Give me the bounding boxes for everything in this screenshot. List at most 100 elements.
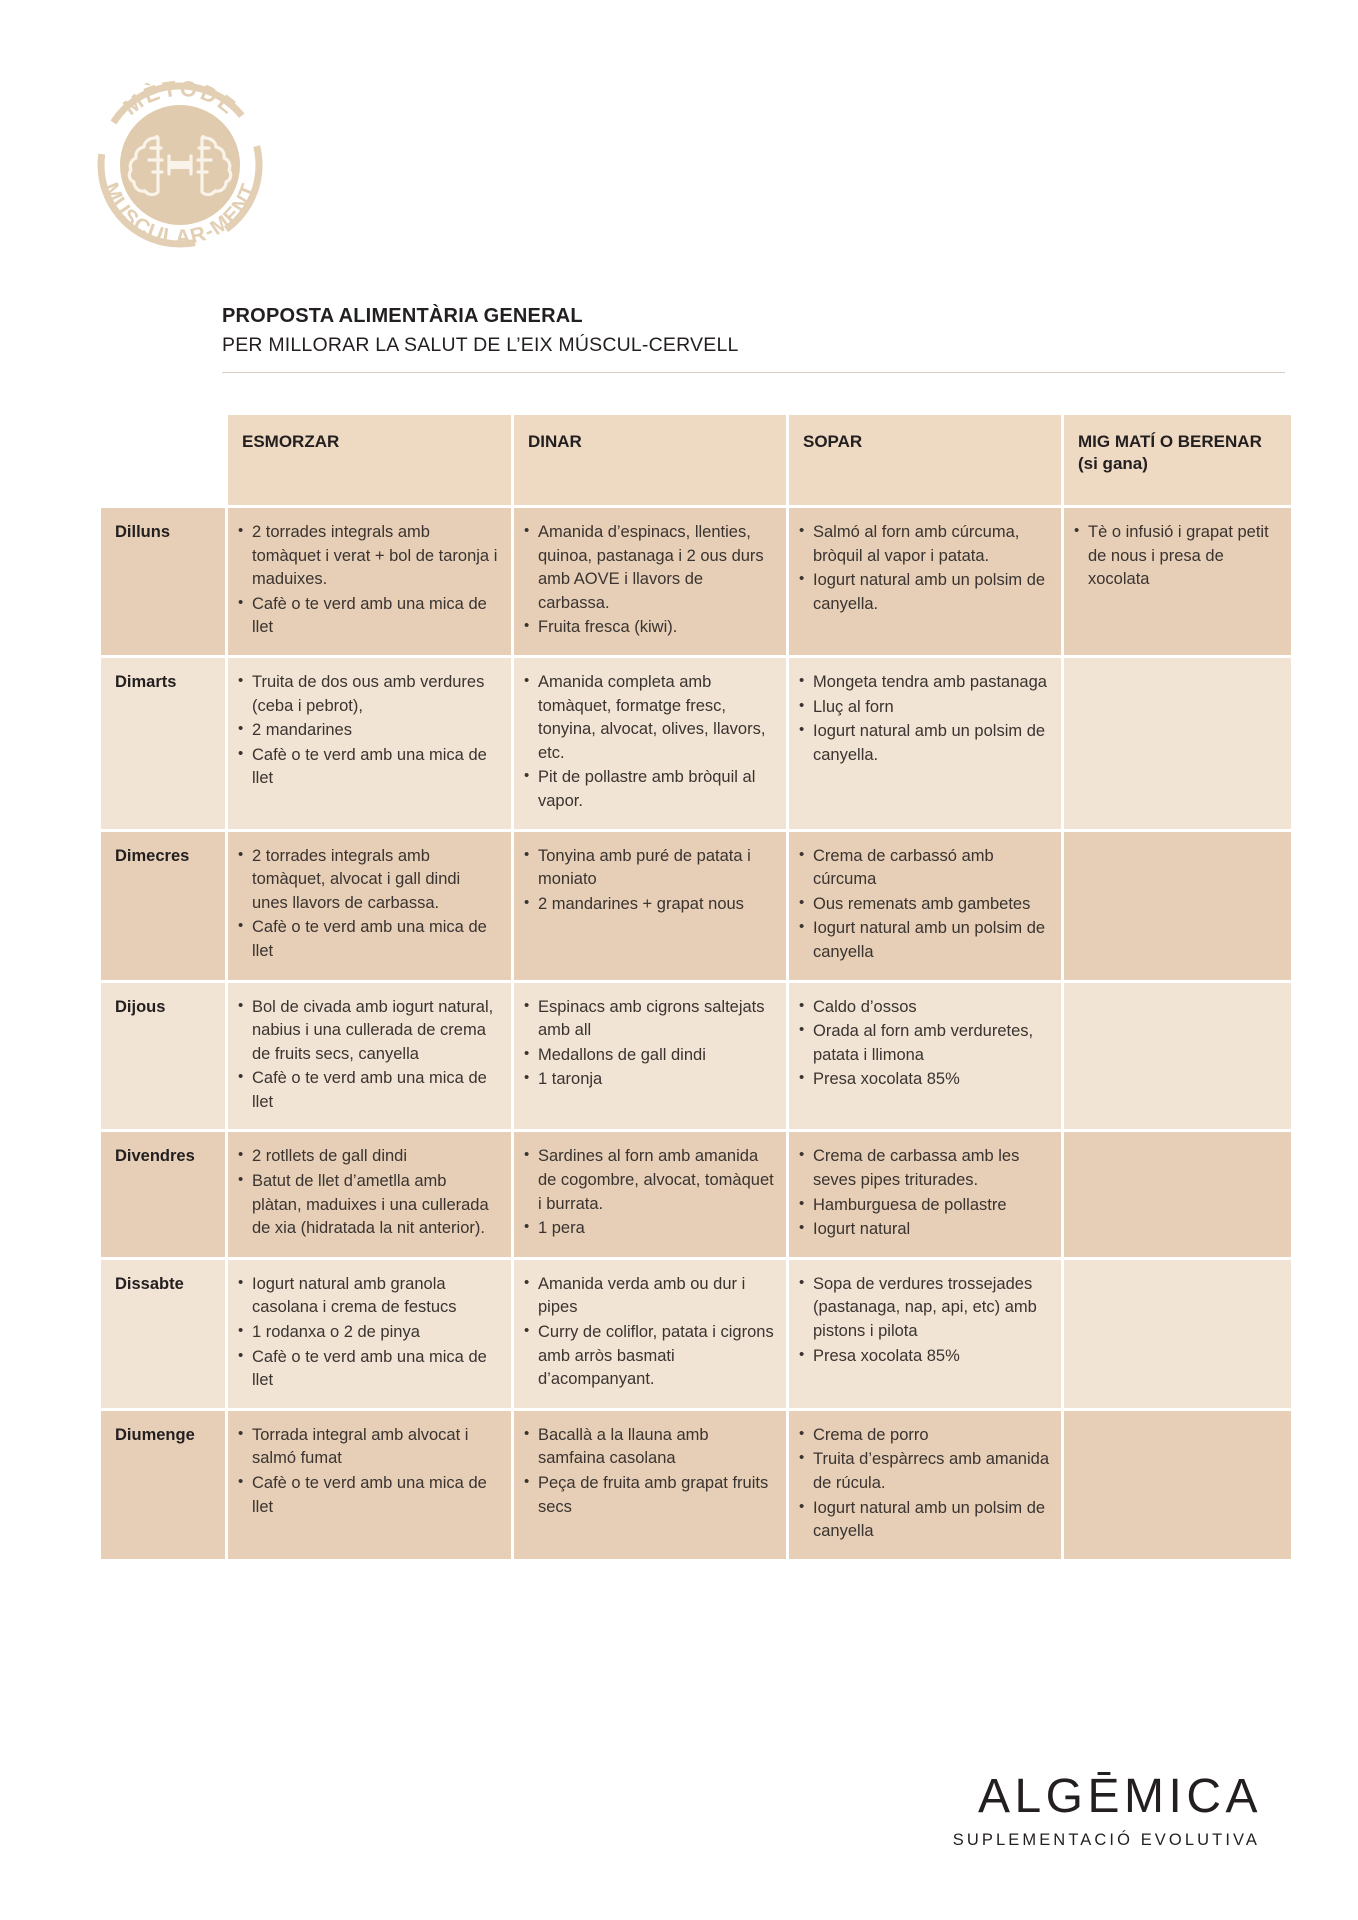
meal-item: 1 rodanxa o 2 de pinya [238,1320,499,1345]
meal-item: Pit de pollastre amb bròquil al vapor. [524,765,774,813]
meal-item: Iogurt natural amb un polsim de canyella [799,1496,1049,1544]
meal-plan-table: ESMORZAR DINAR SOPAR MIG MATÍ O BERENAR … [98,412,1294,1562]
meal-cell-esmorzar: 2 torrades integrals amb tomàquet, alvoc… [228,831,511,980]
meal-item: Mongeta tendra amb pastanaga [799,670,1049,695]
table-body: Dilluns 2 torrades integrals amb tomàquet… [101,508,1291,1559]
meal-item: 1 taronja [524,1067,774,1092]
meal-cell-mig-mati [1064,657,1291,829]
meal-item: Cafè o te verd amb una mica de llet [238,1066,499,1114]
footer-brand: ALGĒMICA SUPLEMENTACIÓ EVOLUTIVA [953,1769,1262,1849]
table-row: Dimecres2 torrades integrals amb tomàque… [101,831,1291,980]
document-heading: PROPOSTA ALIMENTÀRIA GENERAL PER MILLORA… [222,304,1285,359]
meal-item: 2 rotllets de gall dindi [238,1144,499,1169]
meal-item-list: Sopa de verdures trossejades (pastanaga,… [799,1272,1049,1368]
meal-item: Truita d’espàrrecs amb amanida de rúcula… [799,1447,1049,1495]
meal-cell-dinar: Amanida d’espinacs, llenties, quinoa, pa… [514,508,786,655]
meal-item-list: Truita de dos ous amb verdures (ceba i p… [238,670,499,791]
meal-cell-esmorzar: Iogurt natural amb granola casolana i cr… [228,1259,511,1408]
meal-item-list: Crema de porroTruita d’espàrrecs amb ama… [799,1423,1049,1544]
meal-item-list: Amanida d’espinacs, llenties, quinoa, pa… [524,520,774,640]
meal-item: Iogurt natural amb granola casolana i cr… [238,1272,499,1320]
day-label: Diumenge [101,1410,225,1559]
meal-item-list: Amanida verda amb ou dur i pipesCurry de… [524,1272,774,1392]
meal-item: Batut de llet d’ametlla amb plàtan, madu… [238,1169,499,1241]
page-title: PROPOSTA ALIMENTÀRIA GENERAL [222,305,583,327]
meal-cell-sopar: Caldo d’ossosOrada al forn amb verdurete… [789,982,1061,1130]
table-row: DijousBol de civada amb iogurt natural, … [101,982,1291,1130]
meal-item-list: Torrada integral amb alvocat i salmó fum… [238,1423,499,1519]
meal-item-list: 2 torrades integrals amb tomàquet, alvoc… [238,844,499,964]
meal-item: Tè o infusió i grapat petit de nous i pr… [1074,520,1279,592]
day-label: Dissabte [101,1259,225,1408]
meal-item: Sardines al forn amb amanida de cogombre… [524,1144,774,1216]
table-row: Dimarts Truita de dos ous amb verdures (c… [101,657,1291,829]
meal-item: Iogurt natural amb un polsim de canyella… [799,568,1049,616]
meal-cell-esmorzar: 2 rotllets de gall dindiBatut de llet d’… [228,1132,511,1257]
meal-cell-dinar: Bacallà a la llauna amb samfaina casolan… [514,1410,786,1559]
meal-item: Iogurt natural [799,1217,1049,1242]
meal-item-list: Tè o infusió i grapat petit de nous i pr… [1074,520,1279,592]
table-row: Diumenge Torrada integral amb alvocat i s… [101,1410,1291,1559]
meal-item: Iogurt natural amb un polsim de canyella [799,916,1049,964]
table-header: ESMORZAR DINAR SOPAR MIG MATÍ O BERENAR … [101,415,1291,505]
meal-item: Lluç al forn [799,695,1049,720]
meal-item: Iogurt natural amb un polsim de canyella… [799,719,1049,767]
day-label: Dimarts [101,657,225,829]
day-label: Dijous [101,982,225,1130]
meal-item: Orada al forn amb verduretes, patata i l… [799,1019,1049,1067]
meal-cell-mig-mati: Tè o infusió i grapat petit de nous i pr… [1064,508,1291,655]
page-subtitle: PER MILLORAR LA SALUT DE L’EIX MÚSCUL-CE… [222,334,739,357]
meal-item: Amanida verda amb ou dur i pipes [524,1272,774,1320]
meal-item-list: Caldo d’ossosOrada al forn amb verdurete… [799,995,1049,1092]
meal-item-list: Salmó al forn amb cúrcuma, bròquil al va… [799,520,1049,616]
meal-item: Crema de carbassa amb les seves pipes tr… [799,1144,1049,1192]
meal-cell-dinar: Amanida completa amb tomàquet, formatge … [514,657,786,829]
meal-item: Medallons de gall dindi [524,1043,774,1068]
meal-item: Cafè o te verd amb una mica de llet [238,1471,499,1519]
meal-item-list: Sardines al forn amb amanida de cogombre… [524,1144,774,1241]
meal-cell-mig-mati [1064,1259,1291,1408]
meal-cell-esmorzar: Bol de civada amb iogurt natural, nabius… [228,982,511,1130]
meal-item: Cafè o te verd amb una mica de llet [238,915,499,963]
column-header-sopar: SOPAR [789,415,1061,505]
meal-item: 2 torrades integrals amb tomàquet, alvoc… [238,844,499,916]
meal-item: Truita de dos ous amb verdures (ceba i p… [238,670,499,718]
meal-item: Caldo d’ossos [799,995,1049,1020]
meal-item-list: Bacallà a la llauna amb samfaina casolan… [524,1423,774,1519]
meal-cell-dinar: Amanida verda amb ou dur i pipesCurry de… [514,1259,786,1408]
meal-item: Fruita fresca (kiwi). [524,615,774,640]
meal-cell-sopar: Crema de carbassa amb les seves pipes tr… [789,1132,1061,1257]
meal-cell-sopar: Salmó al forn amb cúrcuma, bròquil al va… [789,508,1061,655]
meal-item-list: Espinacs amb cigrons saltejats amb allMe… [524,994,774,1092]
table-corner-cell [101,415,225,505]
meal-cell-mig-mati [1064,1410,1291,1559]
meal-item: Bol de civada amb iogurt natural, nabius… [238,995,499,1067]
meal-item-list: Mongeta tendra amb pastanagaLluç al forn… [799,670,1049,767]
day-label: Divendres [101,1132,225,1257]
meal-item-list: 2 rotllets de gall dindiBatut de llet d’… [238,1144,499,1241]
meal-cell-esmorzar: Truita de dos ous amb verdures (ceba i p… [228,657,511,829]
column-header-esmorzar: ESMORZAR [228,415,511,505]
table-header-row: ESMORZAR DINAR SOPAR MIG MATÍ O BERENAR … [101,415,1291,505]
company-name: ALGĒMICA [977,1769,1262,1823]
meal-item-list: Bol de civada amb iogurt natural, nabius… [238,995,499,1115]
meal-item: 2 mandarines + grapat nous [524,892,774,917]
meal-item: Amanida d’espinacs, llenties, quinoa, pa… [524,520,774,615]
meal-item: Crema de porro [799,1423,1049,1448]
meal-item: Espinacs amb cigrons saltejats amb all [524,994,774,1043]
brand-logo: MÈTODE MUSCULAR-MENT [85,70,275,260]
meal-item: Salmó al forn amb cúrcuma, bròquil al va… [799,520,1049,568]
meal-item-list: Amanida completa amb tomàquet, formatge … [524,670,774,814]
heading-divider [222,372,1285,373]
day-label: Dilluns [101,508,225,655]
column-header-dinar: DINAR [514,415,786,505]
meal-cell-esmorzar: Torrada integral amb alvocat i salmó fum… [228,1410,511,1559]
meal-item-list: Iogurt natural amb granola casolana i cr… [238,1272,499,1393]
meal-item: 1 pera [524,1216,774,1241]
meal-item: Tonyina amb puré de patata i moniato [524,844,774,892]
day-label: Dimecres [101,831,225,980]
table-row: Dilluns2 torrades integrals amb tomàquet… [101,508,1291,655]
meal-item: Cafè o te verd amb una mica de llet [238,743,499,791]
meal-item: Cafè o te verd amb una mica de llet [238,1345,499,1393]
meal-item: Torrada integral amb alvocat i salmó fum… [238,1423,499,1471]
